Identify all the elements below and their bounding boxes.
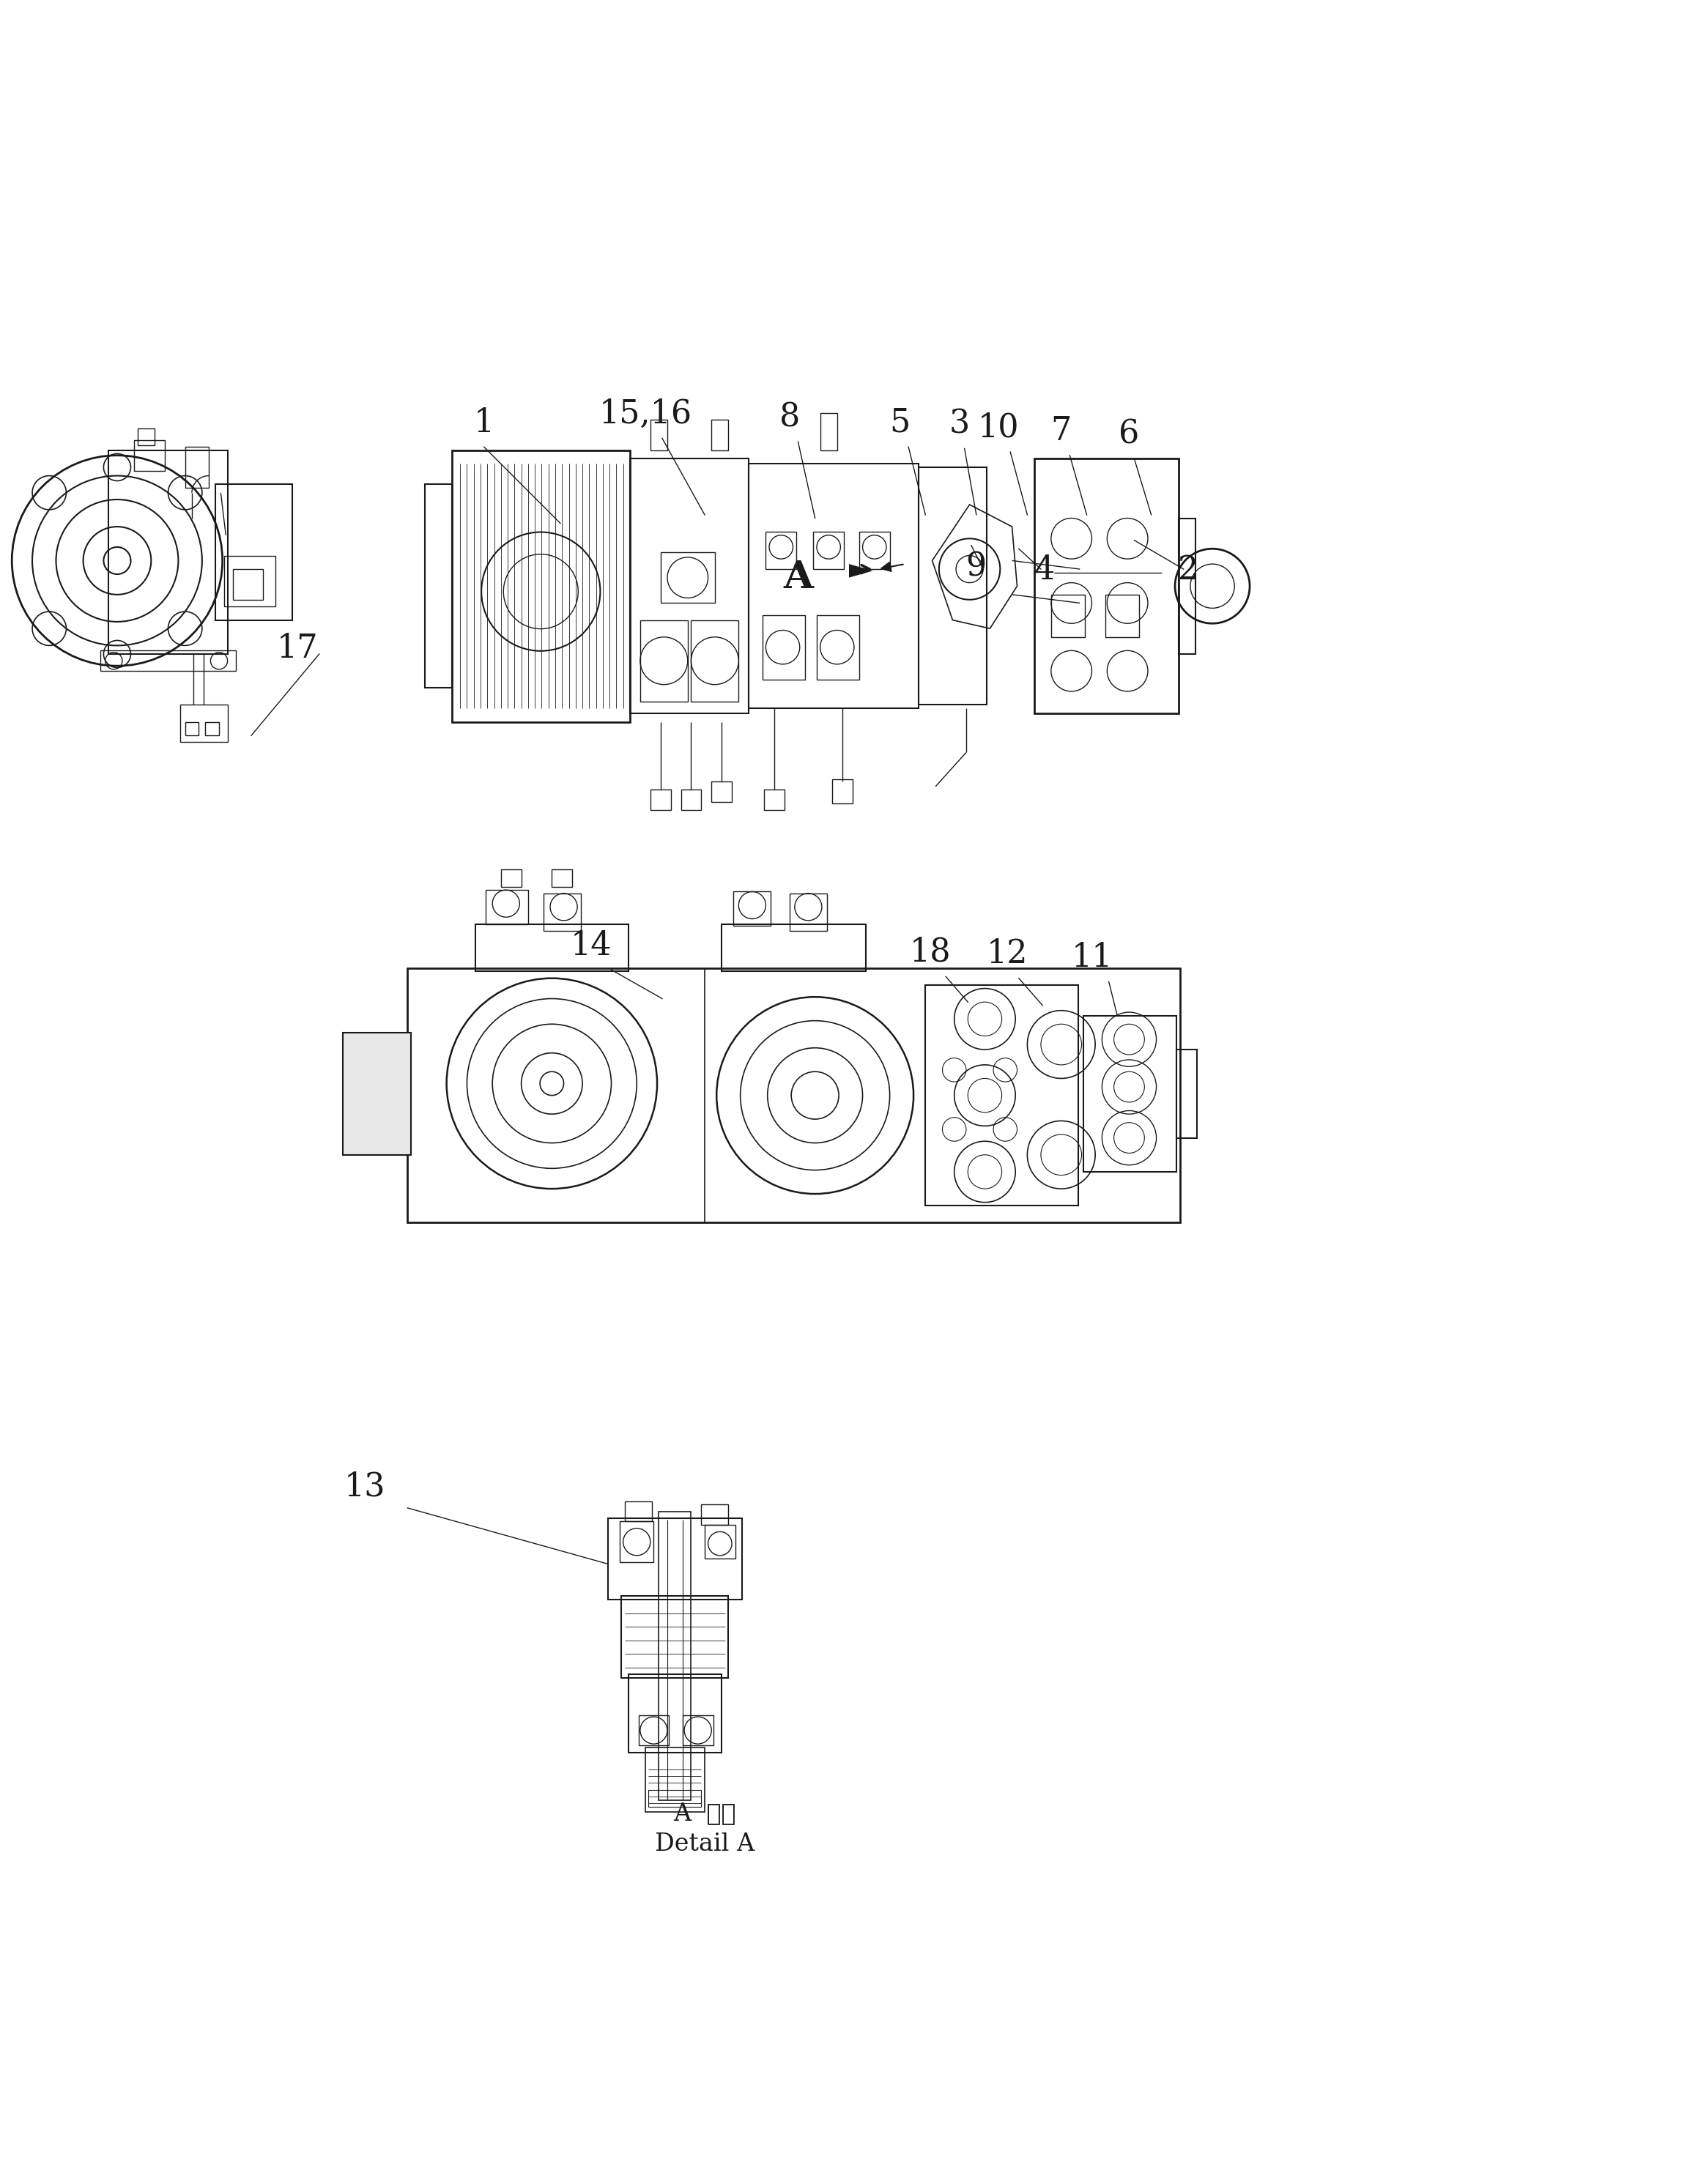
Bar bbox=[640, 620, 688, 701]
Bar bbox=[109, 450, 228, 653]
Bar bbox=[1051, 594, 1085, 638]
Bar bbox=[185, 723, 199, 736]
Text: 12: 12 bbox=[987, 939, 1027, 970]
Text: Detail A: Detail A bbox=[655, 1832, 754, 1856]
Text: 10: 10 bbox=[978, 413, 1019, 443]
Text: 5: 5 bbox=[890, 406, 910, 439]
Bar bbox=[501, 869, 521, 887]
Bar bbox=[475, 924, 628, 972]
Text: 18: 18 bbox=[910, 937, 951, 968]
Bar bbox=[185, 448, 209, 487]
Text: 6: 6 bbox=[1119, 419, 1139, 450]
Bar bbox=[749, 463, 919, 708]
Bar bbox=[649, 1789, 701, 1806]
Bar bbox=[722, 924, 866, 972]
Bar bbox=[832, 780, 852, 804]
Bar bbox=[859, 531, 890, 570]
Bar bbox=[625, 1500, 652, 1522]
Bar bbox=[552, 869, 572, 887]
Text: 11: 11 bbox=[1071, 941, 1112, 974]
Bar bbox=[621, 1597, 728, 1677]
Bar bbox=[205, 723, 219, 736]
Bar bbox=[638, 1714, 669, 1745]
Text: 14: 14 bbox=[571, 930, 611, 961]
Bar bbox=[711, 419, 728, 450]
Text: 15,16: 15,16 bbox=[599, 397, 691, 430]
Bar bbox=[1177, 1051, 1197, 1138]
Text: A  詳細: A 詳細 bbox=[674, 1802, 735, 1826]
Bar bbox=[681, 791, 701, 810]
Bar bbox=[424, 485, 452, 688]
Bar bbox=[705, 1524, 735, 1559]
Text: 3: 3 bbox=[949, 408, 970, 441]
Bar bbox=[628, 1675, 722, 1752]
Text: 13: 13 bbox=[345, 1472, 385, 1503]
Bar bbox=[630, 459, 749, 714]
Text: 7: 7 bbox=[1051, 415, 1071, 448]
Text: 8: 8 bbox=[779, 402, 800, 432]
Text: 2: 2 bbox=[1178, 555, 1199, 585]
Bar bbox=[764, 791, 784, 810]
Bar bbox=[813, 531, 844, 570]
Bar bbox=[659, 1511, 691, 1800]
Bar bbox=[100, 651, 236, 670]
Bar bbox=[766, 531, 796, 570]
Bar bbox=[919, 467, 987, 705]
Bar bbox=[452, 450, 630, 723]
Bar bbox=[543, 893, 581, 930]
Text: 1: 1 bbox=[474, 406, 494, 439]
Bar bbox=[650, 419, 667, 450]
Bar bbox=[1178, 518, 1195, 653]
Bar bbox=[224, 555, 275, 607]
Bar bbox=[134, 441, 165, 470]
Bar bbox=[683, 1714, 713, 1745]
Text: 4: 4 bbox=[1034, 555, 1054, 585]
Bar bbox=[408, 968, 1180, 1223]
Bar bbox=[608, 1518, 742, 1599]
Bar bbox=[762, 616, 805, 679]
Bar bbox=[1105, 594, 1139, 638]
Bar bbox=[691, 620, 739, 701]
Bar bbox=[216, 485, 292, 620]
Text: 9: 9 bbox=[966, 550, 987, 583]
Bar bbox=[343, 1033, 411, 1155]
Bar bbox=[486, 889, 528, 924]
Bar bbox=[620, 1522, 654, 1562]
Bar bbox=[790, 893, 827, 930]
Bar bbox=[645, 1747, 705, 1813]
Bar bbox=[650, 791, 671, 810]
Bar bbox=[701, 1505, 728, 1524]
Bar bbox=[1034, 459, 1178, 714]
Bar bbox=[661, 553, 715, 603]
Text: 17: 17 bbox=[277, 633, 318, 664]
Text: A: A bbox=[783, 559, 813, 596]
Bar bbox=[734, 891, 771, 926]
Polygon shape bbox=[849, 563, 873, 577]
Bar bbox=[820, 413, 837, 450]
Bar bbox=[180, 705, 228, 743]
Bar bbox=[817, 616, 859, 679]
Bar bbox=[711, 782, 732, 802]
Bar bbox=[1083, 1016, 1177, 1173]
Bar bbox=[925, 985, 1078, 1206]
Bar bbox=[138, 428, 155, 446]
Bar bbox=[233, 570, 263, 601]
